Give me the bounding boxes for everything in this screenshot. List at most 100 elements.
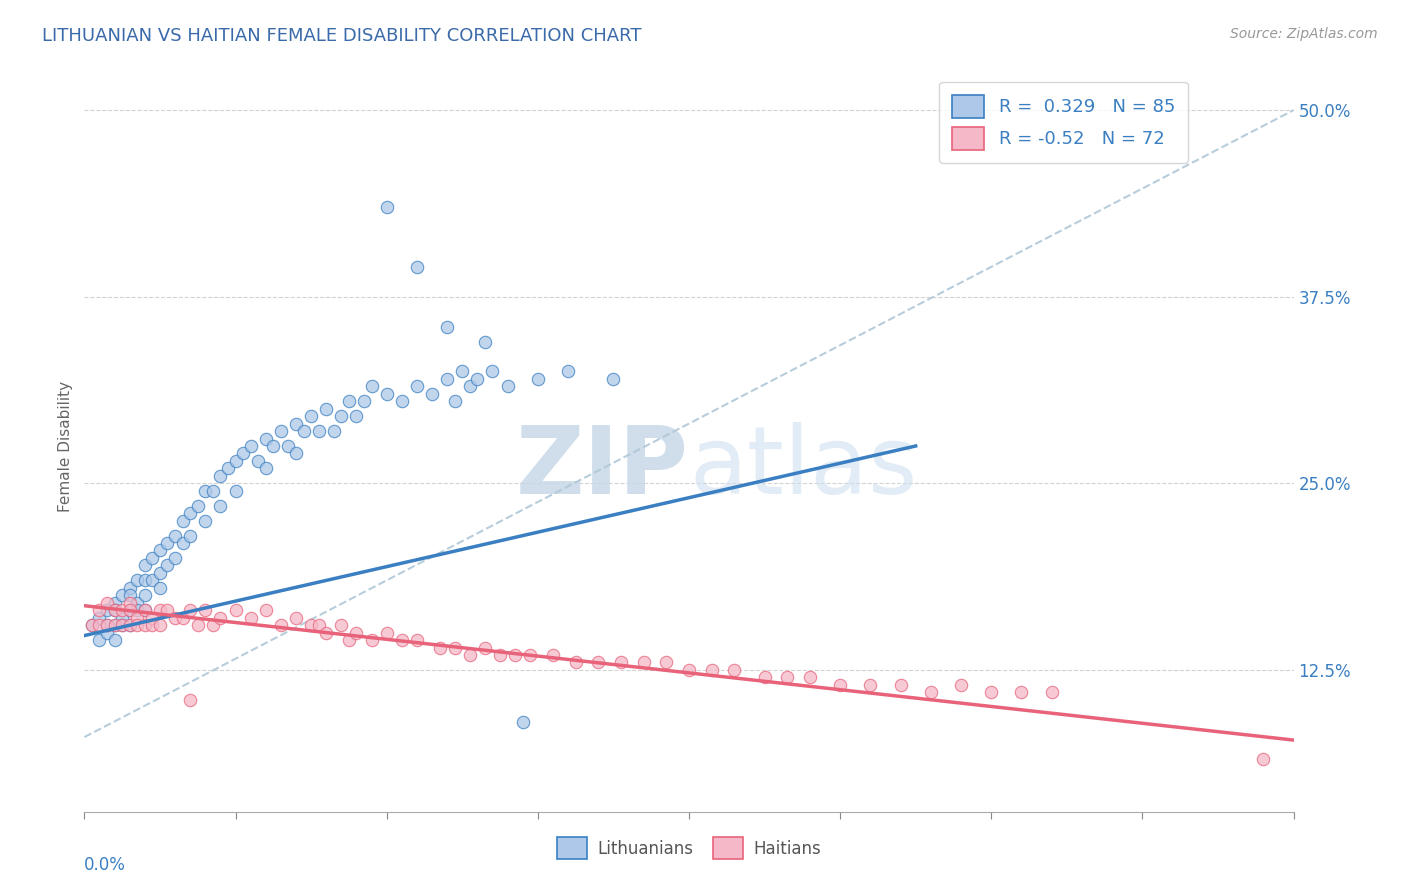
Point (187, 499, 209, 513)
Point (127, 596, 149, 610)
Point (225, 454, 247, 468)
Point (89, 610, 111, 624)
Point (678, 663, 700, 677)
Point (277, 439, 299, 453)
Point (254, 461, 277, 475)
Point (254, 603, 277, 617)
Point (134, 618, 156, 632)
Point (118, 603, 141, 617)
Point (118, 618, 141, 632)
Point (512, 715, 534, 730)
Point (209, 610, 232, 624)
Point (602, 372, 624, 386)
Point (322, 424, 344, 438)
Point (165, 528, 187, 542)
Point (655, 656, 678, 670)
Point (337, 394, 360, 409)
Point (474, 334, 496, 349)
Point (1253, 752, 1275, 766)
Point (360, 379, 382, 393)
Point (111, 618, 134, 632)
Point (187, 618, 209, 632)
Point (285, 610, 308, 624)
Point (149, 566, 172, 580)
Point (127, 574, 149, 588)
Point (127, 618, 149, 632)
Point (375, 386, 398, 401)
Point (225, 483, 247, 498)
Point (375, 200, 398, 214)
Point (270, 424, 292, 438)
Text: LITHUANIAN VS HAITIAN FEMALE DISABILITY CORRELATION CHART: LITHUANIAN VS HAITIAN FEMALE DISABILITY … (42, 27, 641, 45)
Point (890, 678, 912, 692)
Point (104, 603, 127, 617)
Point (375, 625, 398, 640)
Point (96, 625, 118, 640)
Point (149, 603, 172, 617)
Point (723, 663, 745, 677)
Point (80, 618, 103, 632)
Point (262, 439, 284, 453)
Point (458, 648, 481, 662)
Point (149, 543, 172, 558)
Point (118, 581, 141, 595)
Point (950, 678, 973, 692)
Point (315, 625, 337, 640)
Point (346, 625, 368, 640)
Point (172, 610, 194, 624)
Text: Source: ZipAtlas.com: Source: ZipAtlas.com (1230, 27, 1378, 41)
Point (353, 394, 375, 409)
Point (104, 633, 127, 648)
Point (308, 618, 330, 632)
Point (217, 461, 239, 475)
Point (391, 394, 413, 409)
Point (89, 618, 111, 632)
Point (141, 618, 163, 632)
Point (292, 424, 315, 438)
Point (156, 603, 179, 617)
Point (134, 558, 156, 573)
Point (127, 610, 149, 624)
Point (134, 603, 156, 617)
Point (172, 514, 194, 528)
Point (330, 618, 353, 632)
Point (80, 618, 103, 632)
Point (111, 618, 134, 632)
Point (436, 319, 458, 334)
Text: atlas: atlas (689, 422, 917, 514)
Point (429, 640, 451, 655)
Point (557, 364, 579, 378)
Point (799, 670, 821, 684)
Point (254, 432, 277, 446)
Point (330, 409, 353, 424)
Point (564, 656, 586, 670)
Point (406, 633, 429, 648)
Point (209, 499, 232, 513)
Point (588, 656, 610, 670)
Point (118, 603, 141, 617)
Point (474, 640, 496, 655)
Point (194, 514, 217, 528)
Point (1011, 685, 1033, 699)
Point (346, 409, 368, 424)
Point (541, 648, 564, 662)
Point (360, 633, 382, 648)
Point (225, 603, 247, 617)
Point (239, 439, 262, 453)
Point (503, 648, 526, 662)
Point (391, 633, 413, 648)
Point (111, 603, 134, 617)
Point (141, 610, 163, 624)
Point (104, 603, 127, 617)
Point (308, 424, 330, 438)
Point (285, 417, 308, 431)
Point (179, 603, 201, 617)
Point (610, 656, 633, 670)
Point (519, 648, 541, 662)
Point (104, 618, 127, 632)
Point (830, 678, 852, 692)
Point (201, 618, 224, 632)
Point (247, 454, 270, 468)
Point (172, 536, 194, 550)
Point (134, 588, 156, 602)
